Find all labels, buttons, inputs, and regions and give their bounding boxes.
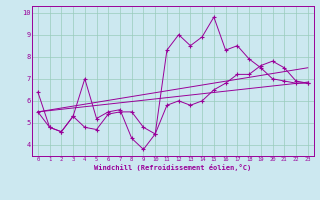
X-axis label: Windchill (Refroidissement éolien,°C): Windchill (Refroidissement éolien,°C) [94,164,252,171]
